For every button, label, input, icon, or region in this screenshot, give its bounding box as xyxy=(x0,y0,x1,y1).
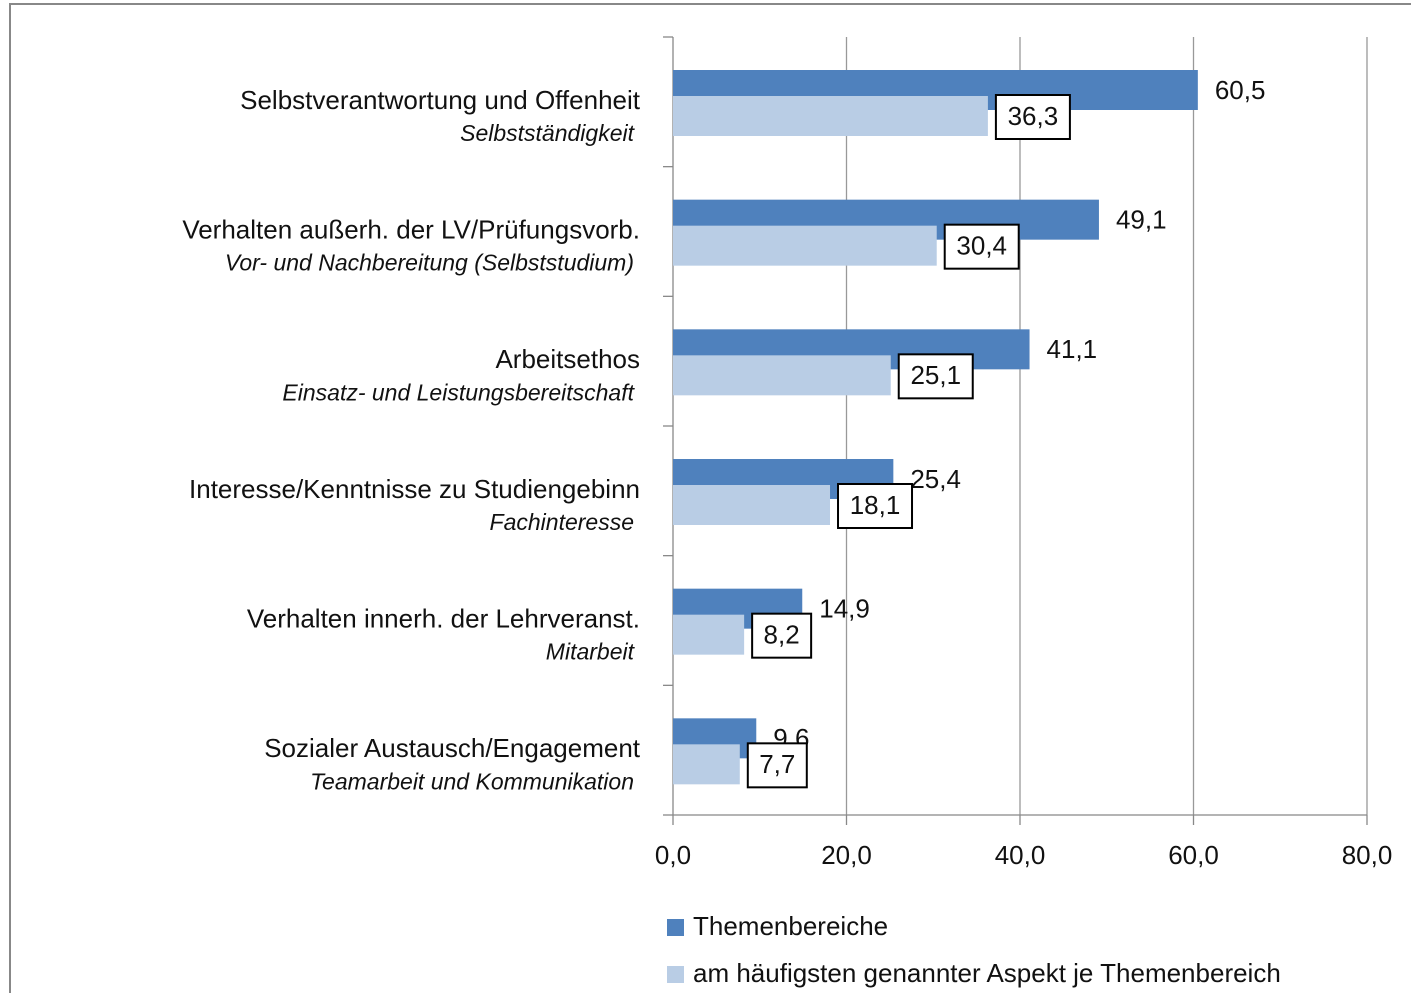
category-label: Interesse/Kenntnisse zu Studiengebinn xyxy=(189,474,640,504)
category-sublabel: Einsatz- und Leistungsbereitschaft xyxy=(282,379,635,405)
category-label: Verhalten außerh. der LV/Prüfungsvorb. xyxy=(182,215,640,245)
data-label-box xyxy=(837,483,914,529)
category-label: Verhalten innerh. der Lehrveranst. xyxy=(247,604,640,634)
data-label-box xyxy=(994,94,1071,140)
bar xyxy=(673,614,745,655)
data-label: 14,9 xyxy=(819,594,870,624)
bar xyxy=(673,225,937,266)
x-tick-label: 0,0 xyxy=(655,840,691,870)
data-label-box xyxy=(897,353,974,400)
bar xyxy=(673,96,988,136)
category-label: Sozialer Austausch/Engagement xyxy=(264,733,641,763)
data-label: 60,5 xyxy=(1215,75,1266,105)
data-label: 36,3 xyxy=(1008,101,1059,131)
data-label: 49,1 xyxy=(1116,205,1167,235)
data-label: 25,4 xyxy=(910,464,961,494)
category-label: Selbstverantwortung und Offenheit xyxy=(240,85,641,115)
data-label: 7,7 xyxy=(759,749,795,779)
legend-swatch xyxy=(667,919,684,936)
data-label: 30,4 xyxy=(956,231,1007,261)
category-sublabel: Selbstständigkeit xyxy=(460,120,635,146)
legend-swatch xyxy=(667,966,684,983)
category-sublabel: Fachinteresse xyxy=(490,509,634,535)
category-label: Arbeitsethos xyxy=(495,344,640,374)
bar xyxy=(673,355,891,396)
data-label: 8,2 xyxy=(764,620,800,650)
bar xyxy=(673,744,740,785)
category-sublabel: Vor- und Nachbereitung (Selbststudium) xyxy=(225,250,634,276)
data-label: 18,1 xyxy=(850,490,901,520)
category-sublabel: Teamarbeit und Kommunikation xyxy=(310,768,634,794)
data-label-box xyxy=(746,742,808,789)
data-label-box xyxy=(943,223,1020,270)
x-tick-label: 80,0 xyxy=(1342,840,1393,870)
data-label: 25,1 xyxy=(910,360,961,390)
legend-label: am häufigsten genannter Aspekt je Themen… xyxy=(693,958,1281,988)
x-tick-label: 60,0 xyxy=(1168,840,1219,870)
data-label-box xyxy=(751,612,813,659)
frame xyxy=(9,3,1411,993)
bar xyxy=(673,485,831,525)
x-tick-label: 20,0 xyxy=(821,840,872,870)
category-sublabel: Mitarbeit xyxy=(546,639,636,665)
x-tick-label: 40,0 xyxy=(995,840,1046,870)
data-label: 41,1 xyxy=(1047,334,1098,364)
legend-label: Themenbereiche xyxy=(693,911,888,941)
